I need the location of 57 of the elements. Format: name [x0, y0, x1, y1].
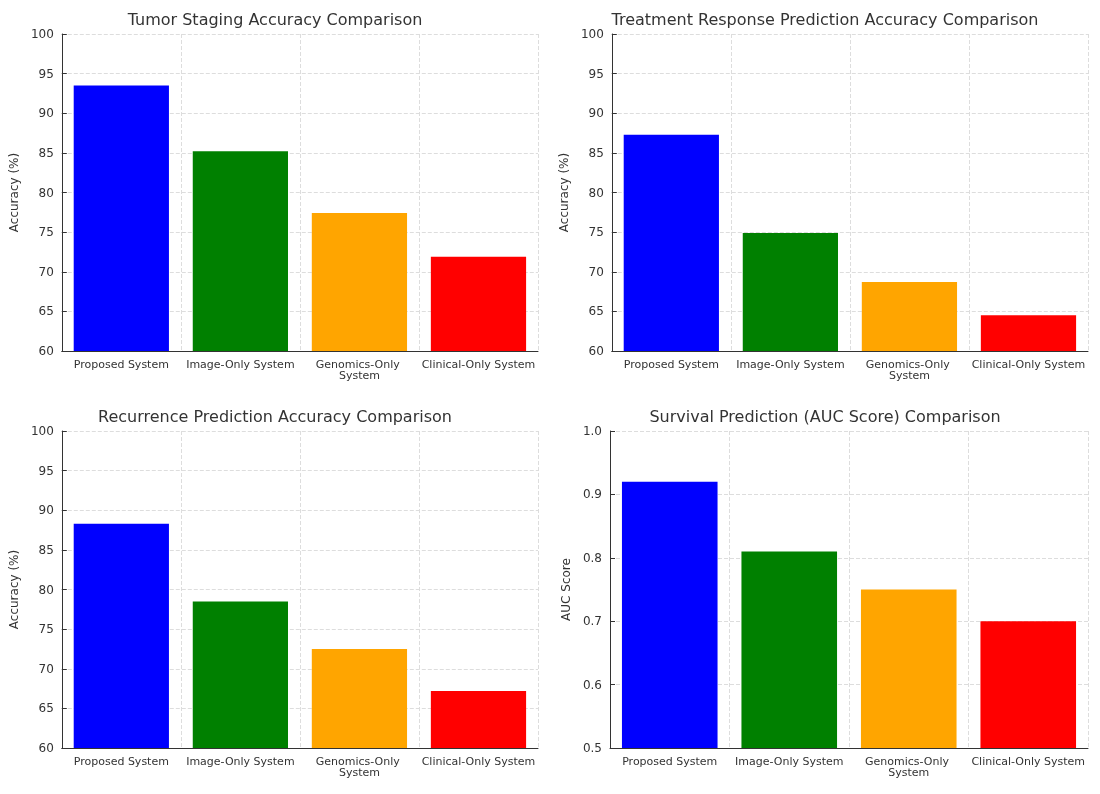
y-axis-title: Accuracy (%) [7, 549, 21, 630]
y-tick-label: 95 [38, 463, 54, 478]
y-axis-title: Accuracy (%) [557, 152, 571, 233]
y-tick-label: 80 [38, 582, 54, 597]
y-tick-label: 75 [38, 225, 54, 240]
x-tick-label: Proposed System [73, 755, 169, 768]
y-tick-label: 95 [38, 66, 54, 81]
x-tick-label: Clinical-Only System [971, 755, 1086, 768]
x-tick-label: Proposed System [623, 358, 719, 371]
x-tick-label: Genomics-Only System [315, 755, 404, 779]
y-tick-label: 70 [588, 264, 604, 279]
y-tick-label: 60 [38, 741, 54, 755]
y-tick-label: 60 [38, 344, 54, 358]
y-tick-label: 75 [588, 225, 604, 240]
y-tick-label: 75 [38, 622, 54, 637]
y-tick-label: 90 [38, 106, 54, 121]
chart-title: Survival Prediction (AUC Score) Comparison [649, 406, 1001, 426]
y-tick-label: 70 [38, 661, 54, 676]
y-tick-label: 65 [38, 701, 54, 716]
x-tick-label: Clinical-Only System [421, 755, 536, 768]
x-tick-label: Genomics-Only System [864, 755, 953, 779]
x-tick-label: Image-Only System [186, 358, 295, 371]
y-tick-label: 80 [38, 185, 54, 200]
y-tick-label: 70 [38, 264, 54, 279]
y-tick-label: 90 [588, 106, 604, 121]
y-tick-label: 65 [588, 304, 604, 319]
y-tick-label: 0.6 [582, 677, 602, 692]
chart-title: Treatment Response Prediction Accuracy Comparison [610, 9, 1039, 29]
x-tick-label: Image-Only System [735, 755, 844, 768]
x-tick-label: Proposed System [622, 755, 718, 768]
x-tick-label: Image-Only System [186, 755, 295, 768]
y-tick-label: 95 [588, 66, 604, 81]
y-tick-label: 0.5 [582, 741, 602, 755]
y-tick-label: 100 [30, 27, 54, 41]
y-tick-label: 100 [580, 27, 604, 41]
y-axis-title: Accuracy (%) [7, 152, 21, 233]
y-tick-label: 100 [30, 424, 54, 438]
y-tick-label: 0.8 [582, 550, 602, 565]
y-tick-label: 1.0 [582, 424, 602, 438]
chart-title: Recurrence Prediction Accuracy Comparison [98, 406, 452, 426]
y-tick-label: 80 [588, 185, 604, 200]
y-tick-label: 85 [38, 145, 54, 160]
y-tick-label: 90 [38, 503, 54, 518]
y-axis-title: AUC Score [559, 558, 574, 621]
y-tick-label: 60 [588, 344, 604, 358]
x-tick-label: Genomics-Only System [865, 358, 954, 382]
y-tick-label: 85 [588, 145, 604, 160]
y-tick-label: 0.7 [582, 614, 602, 629]
x-tick-label: Clinical-Only System [421, 358, 536, 371]
y-tick-label: 0.9 [582, 487, 602, 502]
chart-title: Tumor Staging Accuracy Comparison [126, 9, 423, 29]
x-tick-label: Clinical-Only System [971, 358, 1086, 371]
x-tick-label: Proposed System [73, 358, 169, 371]
y-tick-label: 85 [38, 542, 54, 557]
y-tick-label: 65 [38, 304, 54, 319]
x-tick-label: Image-Only System [736, 358, 845, 371]
x-tick-label: Genomics-Only System [315, 358, 404, 382]
